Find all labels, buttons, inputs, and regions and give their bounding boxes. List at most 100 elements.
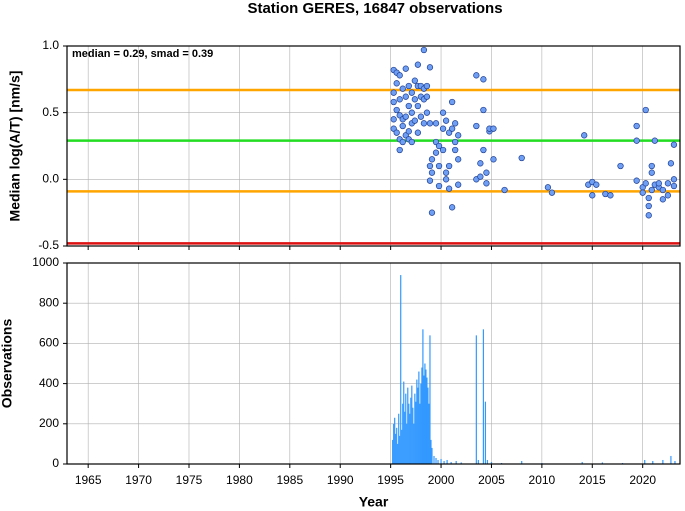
point	[518, 154, 525, 162]
point	[645, 212, 652, 219]
bar	[450, 461, 452, 464]
point	[423, 93, 431, 100]
point	[393, 80, 400, 87]
y-axis-label: Observations	[0, 319, 15, 409]
point	[442, 117, 450, 124]
bar	[395, 433, 397, 464]
x-tick-label: 1975	[176, 473, 203, 487]
point	[432, 149, 440, 156]
point	[445, 162, 453, 170]
point	[402, 113, 409, 120]
bar	[581, 461, 583, 464]
bar	[475, 335, 477, 464]
bar	[490, 461, 493, 464]
point	[414, 102, 422, 110]
bar	[477, 459, 479, 464]
point	[442, 176, 450, 183]
point	[423, 82, 431, 90]
bar	[652, 460, 654, 464]
bar	[426, 377, 428, 464]
bar	[419, 403, 421, 464]
y-tick-label: 400	[39, 376, 59, 390]
point	[399, 122, 406, 130]
point	[480, 76, 487, 83]
point	[414, 61, 422, 68]
bar	[455, 460, 457, 464]
bar	[409, 413, 411, 464]
y-tick-label: 0.5	[42, 105, 59, 119]
bar	[482, 329, 484, 464]
point	[405, 82, 412, 90]
bar	[644, 459, 646, 464]
x-tick-label: 2010	[529, 473, 556, 487]
point	[483, 180, 490, 187]
bar	[412, 407, 414, 464]
plot-frame	[66, 45, 681, 247]
point	[659, 196, 667, 203]
point	[483, 169, 490, 176]
bar	[460, 462, 462, 464]
bar	[670, 455, 672, 464]
y-tick-label: 600	[39, 336, 59, 350]
bar	[484, 401, 487, 464]
x-tick-label: 1985	[276, 473, 303, 487]
point	[405, 102, 412, 110]
bar	[405, 393, 407, 464]
bar	[420, 383, 422, 464]
point	[414, 129, 422, 136]
point	[420, 46, 428, 54]
bar	[521, 460, 523, 464]
bar	[430, 439, 432, 464]
point	[408, 138, 415, 146]
point	[633, 137, 640, 144]
point	[548, 189, 556, 196]
point	[651, 137, 658, 144]
point	[411, 96, 418, 103]
point	[455, 181, 462, 188]
point	[442, 169, 450, 176]
point	[501, 186, 508, 194]
point	[633, 177, 640, 184]
bar	[398, 413, 400, 464]
point	[428, 209, 436, 216]
chart-title: Station GERES, 16847 observations	[247, 0, 502, 17]
point	[642, 106, 649, 114]
bar	[396, 427, 398, 464]
point	[452, 120, 459, 127]
point	[423, 109, 431, 116]
point	[480, 146, 487, 154]
y-tick-label: 1000	[32, 255, 59, 269]
point	[432, 120, 440, 127]
bar	[415, 401, 417, 464]
point	[648, 162, 655, 170]
point	[435, 142, 443, 150]
point	[445, 185, 453, 192]
bar	[601, 462, 603, 464]
bar	[392, 439, 394, 464]
y-tick-label: -0.5	[38, 238, 59, 252]
point	[670, 141, 678, 148]
point	[670, 176, 678, 183]
y-tick-label: 0.0	[42, 172, 59, 186]
plot-frame	[66, 262, 681, 465]
point	[435, 182, 443, 190]
point	[428, 156, 436, 163]
point	[473, 122, 480, 130]
bar	[397, 443, 399, 464]
point	[426, 177, 434, 184]
bar	[402, 403, 404, 464]
point	[390, 116, 397, 123]
x-tick-label: 1970	[125, 473, 152, 487]
point	[435, 162, 443, 170]
point	[473, 72, 480, 79]
point	[659, 186, 667, 194]
bar	[403, 381, 405, 464]
point	[448, 125, 456, 132]
point	[426, 64, 434, 71]
x-axis-label: Year	[359, 494, 389, 510]
point	[607, 192, 614, 199]
point	[411, 77, 418, 84]
point	[439, 146, 447, 154]
point	[402, 93, 409, 100]
